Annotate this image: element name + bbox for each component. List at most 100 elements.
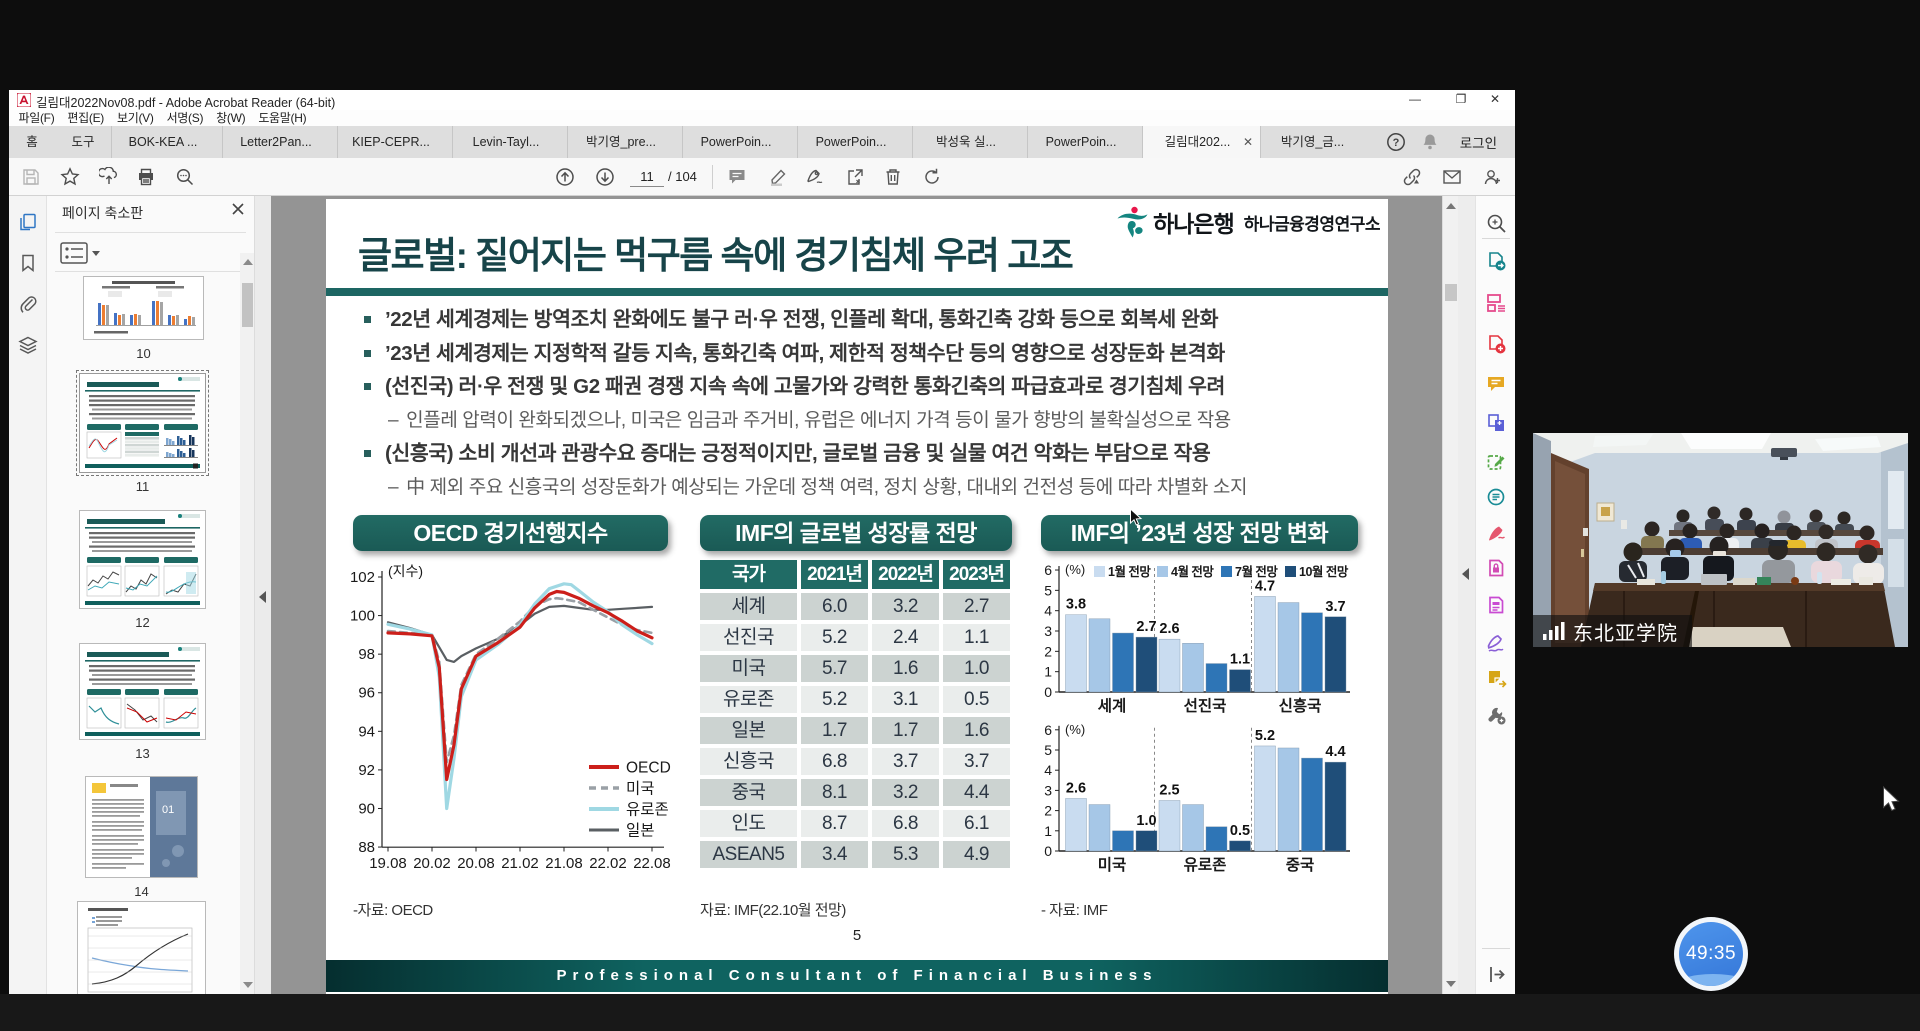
comment-icon[interactable]	[1486, 374, 1507, 395]
tab-home[interactable]: 홈	[26, 135, 38, 149]
thumbnail-image[interactable]: 01	[85, 776, 198, 878]
tab-document-0[interactable]: BOK-KEA ...	[111, 126, 222, 158]
table-value-cell: 3.7	[872, 748, 939, 775]
fill-sign-icon[interactable]	[1486, 523, 1507, 544]
collapse-left-arrow-icon[interactable]	[259, 591, 266, 603]
comment-icon[interactable]	[727, 167, 747, 187]
menu-item-3[interactable]: 서명(S)	[166, 111, 204, 125]
attachments-icon[interactable]	[18, 294, 38, 314]
timer-bubble[interactable]: 49:35	[1674, 917, 1748, 991]
thumbnail-page-14[interactable]: 01 14	[85, 776, 198, 899]
layers-icon[interactable]	[18, 335, 38, 355]
delete-trash-icon[interactable]	[883, 167, 903, 187]
previous-page-icon[interactable]	[555, 167, 575, 187]
doc-scroll-down-icon[interactable]	[1446, 981, 1456, 987]
thumbnail-image[interactable]	[79, 510, 206, 609]
panel-scroll-up-icon[interactable]	[243, 259, 253, 265]
tab-document-3[interactable]: Levin-Tayl...	[452, 126, 567, 158]
share-upload-icon[interactable]	[97, 166, 119, 187]
menu-item-5[interactable]: 도움말(H)	[258, 111, 307, 125]
tab-document-10[interactable]: 박기영_금...	[1260, 126, 1372, 158]
thumbnail-image[interactable]	[77, 901, 206, 994]
email-icon[interactable]	[1442, 167, 1462, 187]
export-send-icon[interactable]	[845, 167, 865, 187]
tab-document-9[interactable]: 길림대202... ✕	[1142, 126, 1260, 158]
doc-scroll-thumb[interactable]	[1445, 284, 1457, 301]
thumbnail-options-button[interactable]	[59, 241, 101, 265]
login-button[interactable]: 로그인	[1459, 136, 1497, 151]
collapse-left-handle[interactable]	[254, 196, 271, 994]
maximize-button[interactable]: ❐	[1455, 92, 1467, 106]
more-tools-icon[interactable]	[1486, 705, 1507, 726]
combine-files-icon[interactable]	[1486, 412, 1507, 433]
tab-close-icon[interactable]: ✕	[1242, 135, 1253, 149]
tab-document-7[interactable]: 박성욱 실...	[912, 126, 1027, 158]
svg-text:96: 96	[358, 685, 375, 702]
thumbnail-image[interactable]	[76, 370, 209, 476]
bookmarks-icon[interactable]	[18, 253, 38, 273]
star-icon[interactable]	[60, 167, 80, 187]
thumbnail-image[interactable]	[83, 276, 204, 340]
collapse-right-arrow-icon[interactable]	[1462, 568, 1469, 580]
svg-text:0: 0	[1044, 843, 1052, 859]
menu-item-4[interactable]: 창(W)	[216, 111, 246, 125]
create-pdf-icon[interactable]	[1486, 334, 1507, 355]
menu-item-1[interactable]: 편집(E)	[67, 111, 104, 125]
save-icon[interactable]	[21, 167, 41, 187]
thumbnail-page-12[interactable]: 12	[79, 510, 206, 630]
export-pdf-icon[interactable]	[1486, 251, 1507, 272]
svg-text:2: 2	[1044, 803, 1052, 819]
doc-scroll-up-icon[interactable]	[1446, 203, 1456, 209]
thumbnail-page-10[interactable]: 10	[83, 276, 204, 361]
tab-document-4[interactable]: 박기영_pre...	[567, 126, 682, 158]
reload-icon[interactable]	[922, 167, 942, 187]
thumbnail-image[interactable]	[79, 643, 206, 740]
panel-scroll-thumb[interactable]	[242, 283, 253, 327]
help-icon[interactable]: ?	[1386, 132, 1406, 152]
minimize-button[interactable]: —	[1409, 92, 1421, 106]
panel-scroll-down-icon[interactable]	[243, 982, 253, 988]
scan-ocr-icon[interactable]	[1486, 487, 1507, 508]
close-button[interactable]: ✕	[1489, 92, 1501, 106]
panel-close-icon[interactable]	[230, 201, 246, 217]
collapse-right-handle[interactable]	[1458, 196, 1475, 994]
share-link-icon[interactable]	[1402, 167, 1422, 187]
tab-tools[interactable]: 도구	[71, 135, 95, 149]
page-number-input[interactable]: 11	[630, 166, 664, 187]
document-scrollbar[interactable]	[1442, 196, 1458, 994]
tab-document-1[interactable]: Letter2Pan...	[222, 126, 337, 158]
next-page-icon[interactable]	[595, 167, 615, 187]
sign-agreements-icon[interactable]	[1486, 633, 1507, 654]
bar-legend-0: 1월 전망	[1108, 564, 1151, 579]
menu-item-2[interactable]: 보기(V)	[116, 111, 154, 125]
tab-document-2[interactable]: KIEP-CEPR...	[337, 126, 452, 158]
expand-tools-icon[interactable]	[1486, 964, 1507, 985]
tab-document-8[interactable]: PowerPoin...	[1027, 126, 1142, 158]
redact-icon[interactable]	[1486, 595, 1507, 616]
search-zoom-icon[interactable]	[1486, 213, 1507, 234]
bar-세계-3	[1135, 636, 1158, 693]
edit-pdf-icon[interactable]	[1486, 452, 1507, 473]
organize-pages-icon[interactable]	[1486, 292, 1507, 313]
tab-document-5[interactable]: PowerPoin...	[682, 126, 797, 158]
mouse-cursor-icon	[1883, 786, 1900, 812]
search-icon[interactable]	[175, 167, 195, 187]
thumbnail-page-15[interactable]	[77, 901, 206, 994]
page-thumbnails-icon[interactable]	[18, 212, 38, 232]
sign-pen-icon[interactable]	[805, 167, 825, 187]
request-signatures-icon[interactable]	[1486, 668, 1507, 689]
print-icon[interactable]	[136, 167, 156, 187]
thumbnail-page-11[interactable]: 11	[76, 370, 209, 494]
thumbnail-page-13[interactable]: 13	[79, 643, 206, 761]
source-imf-bars: - 자료: IMF	[1041, 902, 1108, 919]
add-account-icon[interactable]	[1482, 167, 1502, 187]
menu-item-0[interactable]: 파일(F)	[18, 111, 55, 125]
highlight-icon[interactable]	[768, 167, 788, 187]
table-value-cell: 1.1	[943, 624, 1010, 651]
panel-scrollbar[interactable]	[240, 253, 255, 994]
notifications-bell-icon[interactable]	[1420, 132, 1440, 152]
protect-icon[interactable]	[1486, 558, 1507, 579]
bullet-main-2: (선진국) 러·우 전쟁 및 G2 패권 경쟁 지속 속에 고물가와 강력한 통…	[362, 370, 1362, 404]
tab-document-6[interactable]: PowerPoin...	[797, 126, 912, 158]
panel-header-imf-table: IMF의 글로벌 성장률 전망	[700, 515, 1012, 551]
